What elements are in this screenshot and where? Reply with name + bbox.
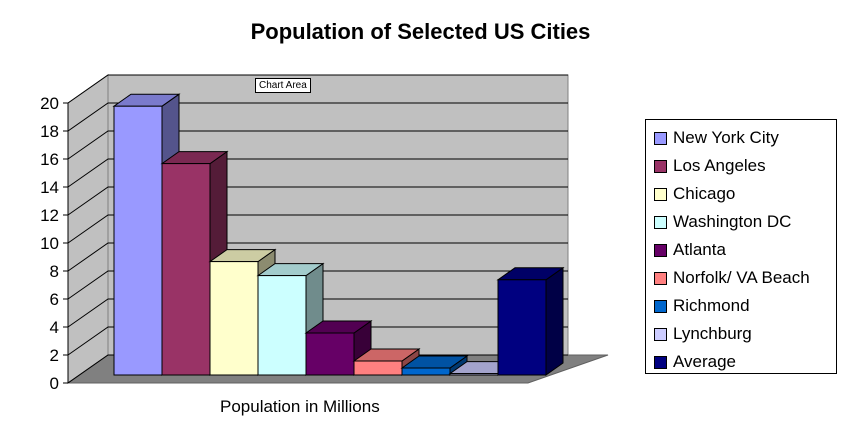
legend-item[interactable]: Chicago xyxy=(654,184,735,204)
y-tick-label: 18 xyxy=(40,122,59,141)
legend-label: Average xyxy=(673,352,737,371)
bar[interactable] xyxy=(256,262,325,376)
gridline xyxy=(67,270,568,300)
legend-item[interactable]: New York City xyxy=(654,128,779,148)
bar-front xyxy=(161,163,211,376)
bar-front xyxy=(401,367,451,376)
bar-front xyxy=(353,360,403,376)
legend-item[interactable]: Washington DC xyxy=(654,212,791,232)
legend-label: Norfolk/ VA Beach xyxy=(673,268,810,287)
gridline xyxy=(67,242,568,272)
bar-front xyxy=(257,275,307,376)
legend-label: Washington DC xyxy=(673,212,792,231)
y-tick-label: 16 xyxy=(40,150,59,169)
legend-item[interactable]: Los Angeles xyxy=(654,156,766,176)
x-axis-label: Population in Millions xyxy=(220,397,380,416)
legend-label: Richmond xyxy=(673,296,750,315)
bar-front xyxy=(305,332,355,376)
legend-swatch xyxy=(654,159,667,173)
gridline xyxy=(67,74,568,104)
gridlines xyxy=(67,74,568,384)
y-tick-label: 4 xyxy=(50,318,59,337)
legend-item[interactable]: Richmond xyxy=(654,296,750,316)
legend-label: Los Angeles xyxy=(673,156,766,175)
gridline xyxy=(67,130,568,160)
bar-front xyxy=(113,105,163,376)
legend-swatch xyxy=(654,355,667,369)
gridline xyxy=(67,326,568,356)
legend-swatch xyxy=(654,299,667,313)
legend-item[interactable]: Lynchburg xyxy=(654,324,752,344)
bar-side xyxy=(545,266,564,376)
legend-swatch xyxy=(654,131,667,145)
legend-label: New York City xyxy=(673,128,779,147)
gridline xyxy=(67,102,568,132)
bar-front xyxy=(497,279,547,376)
chart-area-tooltip: Chart Area xyxy=(255,78,311,93)
y-tick-label: 8 xyxy=(50,262,59,281)
y-axis-ticks: 0 2 4 6 8 10 12 14 16 18 20 xyxy=(40,94,69,393)
gridline xyxy=(67,214,568,244)
legend-swatch xyxy=(654,215,667,229)
gridline xyxy=(67,158,568,188)
gridline xyxy=(67,298,568,328)
legend-item[interactable]: Average xyxy=(654,352,736,372)
y-tick-label: 6 xyxy=(50,290,59,309)
y-tick-label: 10 xyxy=(40,234,59,253)
legend[interactable]: New York City Los Angeles Chicago Washingto… xyxy=(645,119,837,374)
legend-item[interactable]: Norfolk/ VA Beach xyxy=(654,268,810,288)
legend-item[interactable]: Atlanta xyxy=(654,240,726,260)
bar-front xyxy=(209,261,259,376)
legend-swatch xyxy=(654,327,667,341)
legend-label: Lynchburg xyxy=(673,324,752,343)
legend-swatch xyxy=(654,271,667,285)
bar-front xyxy=(449,373,499,376)
bar[interactable] xyxy=(304,320,373,376)
y-tick-label: 2 xyxy=(50,346,59,365)
legend-swatch xyxy=(654,187,667,201)
bar[interactable] xyxy=(496,266,565,376)
y-tick-label: 20 xyxy=(40,94,59,113)
legend-label: Chicago xyxy=(673,184,736,203)
y-tick-label: 14 xyxy=(40,178,59,197)
chart-title: Population of Selected US Cities xyxy=(250,19,591,44)
legend-swatch xyxy=(654,243,667,257)
bars[interactable] xyxy=(112,93,565,376)
y-tick-label: 12 xyxy=(40,206,59,225)
legend-label: Atlanta xyxy=(673,240,726,259)
y-tick-label: 0 xyxy=(50,374,59,393)
gridline xyxy=(67,186,568,216)
